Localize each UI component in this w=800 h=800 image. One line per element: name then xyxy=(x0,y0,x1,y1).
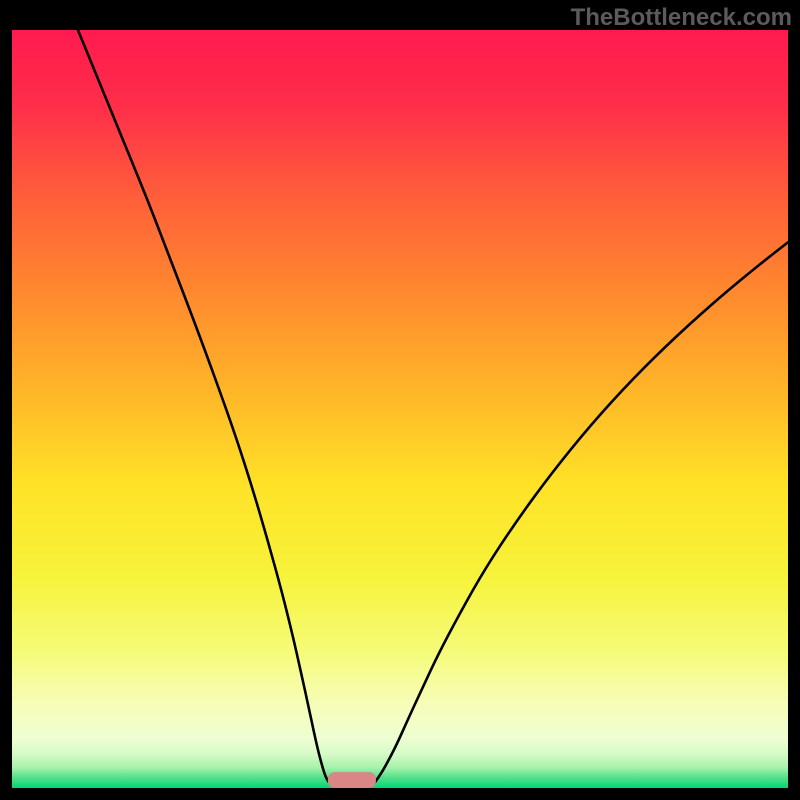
watermark-text: TheBottleneck.com xyxy=(571,4,792,32)
chart-container: TheBottleneck.com xyxy=(0,0,800,800)
plot-background xyxy=(12,30,788,788)
bottleneck-chart-svg xyxy=(0,0,800,800)
optimal-marker xyxy=(328,772,376,788)
